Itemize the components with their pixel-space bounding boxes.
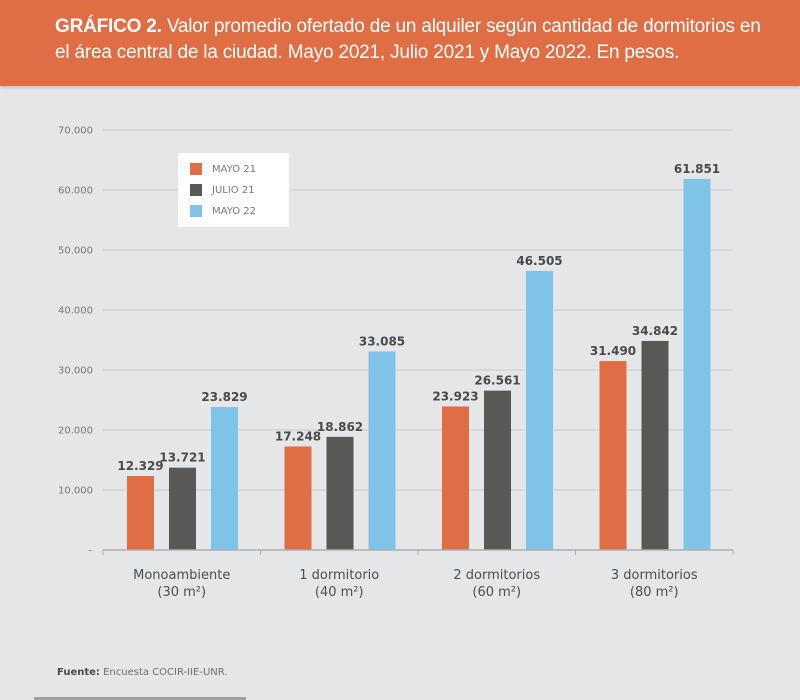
- bar: [683, 178, 711, 551]
- category-label: 3 dormitorios: [611, 568, 698, 583]
- y-tick-label: 10.000: [58, 486, 93, 497]
- y-tick-label: 30.000: [58, 366, 93, 377]
- legend-item-mayo-22: MAYO 22: [190, 204, 256, 218]
- bar: [211, 407, 238, 550]
- category-label: Monoambiente: [133, 568, 230, 583]
- chart-header: GRÁFICO 2. Valor promedio ofertado de un…: [0, 0, 800, 86]
- bar: [599, 361, 627, 550]
- category-sublabel: (30 m²): [157, 585, 206, 600]
- bar: [526, 270, 553, 550]
- legend-swatch: [190, 163, 202, 175]
- source-note: Fuente: Encuesta COCIR-IIE-UNR.: [57, 667, 228, 678]
- category-labels: Monoambiente (30 m²) 1 dormitorio (40 m²) 2 …: [133, 568, 698, 600]
- bar: [368, 351, 396, 550]
- legend-label: MAYO 21: [212, 163, 257, 175]
- legend-item-julio-21: JULIO 21: [190, 183, 255, 197]
- bar: [641, 340, 669, 550]
- category-label: 1 dormitorio: [299, 568, 379, 583]
- bar: [284, 446, 312, 550]
- legend-swatch: [190, 205, 202, 217]
- bars: [127, 178, 711, 551]
- y-tick-label: 20.000: [58, 426, 93, 437]
- bar: [169, 467, 196, 550]
- bar-value-label: 23.923: [432, 389, 478, 403]
- bar-value-label: 17.248: [275, 430, 321, 444]
- bar-value-label: 12.329: [117, 459, 163, 473]
- bar-value-label: 61.851: [674, 162, 720, 176]
- chart-title-text: Valor promedio ofertado de un alquiler s…: [55, 16, 761, 63]
- bar-value-label: 34.842: [632, 324, 678, 338]
- bar-value-label: 31.490: [590, 344, 636, 358]
- legend-label: JULIO 21: [212, 184, 255, 196]
- category-label: 2 dormitorios: [453, 568, 540, 583]
- bar: [484, 390, 511, 550]
- y-tick-label: 60.000: [58, 186, 93, 197]
- y-tick-label: -: [88, 546, 92, 557]
- x-axis: [102, 549, 734, 555]
- bar-value-label: 13.721: [159, 451, 205, 465]
- bar-value-label: 46.505: [516, 254, 562, 268]
- category-sublabel: (40 m²): [315, 585, 364, 600]
- y-tick-label: 50.000: [58, 246, 93, 257]
- bar-value-label: 18.862: [317, 420, 363, 434]
- legend: MAYO 21 JULIO 21 MAYO 22: [178, 153, 289, 227]
- chart-number-label: GRÁFICO 2.: [55, 16, 162, 37]
- y-axis-tick-labels: - 10.000 20.000 30.000 40.000 50.000 60.000 70.…: [58, 126, 93, 557]
- category-sublabel: (80 m²): [630, 585, 679, 600]
- source-label: Fuente:: [57, 667, 100, 678]
- source-text: Encuesta COCIR-IIE-UNR.: [103, 667, 228, 678]
- y-tick-label: 40.000: [58, 306, 93, 317]
- bar-value-label: 26.561: [474, 374, 520, 388]
- bar-value-label: 33.085: [359, 334, 405, 348]
- divider: [34, 697, 246, 700]
- bar: [326, 436, 354, 550]
- bar-value-label: 23.829: [201, 390, 247, 404]
- y-tick-label: 70.000: [58, 126, 93, 137]
- legend-swatch: [190, 184, 202, 196]
- legend-label: MAYO 22: [212, 205, 257, 217]
- category-sublabel: (60 m²): [472, 585, 521, 600]
- bar: [442, 406, 469, 550]
- chart-title: GRÁFICO 2. Valor promedio ofertado de un…: [55, 14, 775, 66]
- legend-item-mayo-21: MAYO 21: [190, 162, 256, 176]
- bar: [127, 476, 154, 550]
